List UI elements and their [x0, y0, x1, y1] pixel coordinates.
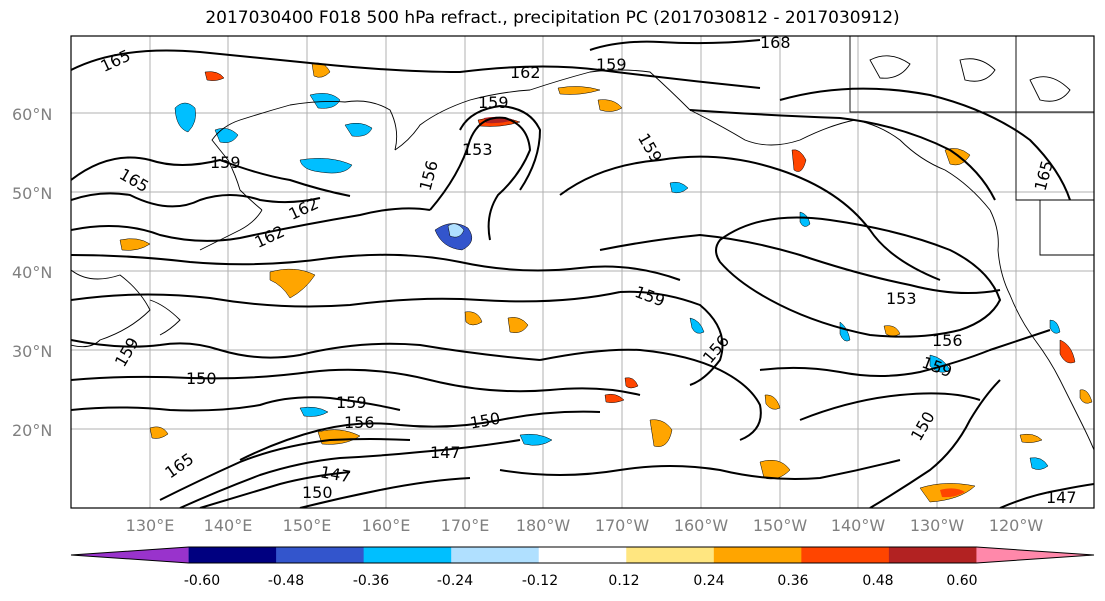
- contour-label: 159: [478, 93, 509, 112]
- lon-label: 170°E: [441, 516, 490, 535]
- lon-label: 120°W: [989, 516, 1044, 535]
- colorbar-tick-label: -0.48: [268, 573, 304, 589]
- lat-label: 50°N: [12, 184, 52, 203]
- contour-label: 150: [302, 483, 333, 502]
- colorbar-segment: [363, 547, 452, 563]
- colorbar-segment: [801, 547, 890, 563]
- contour-label: 147: [1046, 488, 1077, 507]
- colorbar-tick-label: -0.36: [353, 573, 389, 589]
- lon-label: 130°W: [910, 516, 965, 535]
- lat-label: 40°N: [12, 263, 52, 282]
- contour-label: 168: [760, 33, 791, 52]
- colorbar-segment: [538, 547, 627, 563]
- colorbar-outline: [70, 546, 1095, 564]
- lat-label: 30°N: [12, 342, 52, 361]
- colorbar-segment: [713, 547, 802, 563]
- colorbar: [70, 546, 1095, 564]
- lon-label: 150°W: [753, 516, 808, 535]
- contour-label: 159: [596, 55, 627, 74]
- contour-label: 150: [186, 369, 217, 388]
- colorbar-tick-label: -0.12: [522, 573, 558, 589]
- refractivity-contours: [71, 39, 1094, 508]
- contour-label: 153: [886, 289, 917, 308]
- contour-label: 147: [430, 443, 461, 462]
- contour-label: 162: [510, 63, 541, 82]
- lat-label: 20°N: [12, 421, 52, 440]
- contour-label: 159: [336, 393, 367, 412]
- lon-label: 140°W: [831, 516, 886, 535]
- colorbar-segment: [888, 547, 977, 563]
- colorbar-tick-label: 0.60: [946, 573, 977, 589]
- lat-label: 60°N: [12, 105, 52, 124]
- colorbar-arrow-high: [976, 547, 1094, 563]
- coastlines: [71, 36, 1094, 451]
- colorbar-arrow-low: [71, 547, 189, 563]
- colorbar-segment: [276, 547, 365, 563]
- lon-label: 180°W: [516, 516, 571, 535]
- colorbar-tick-label: 0.36: [777, 573, 808, 589]
- colorbar-segment: [451, 547, 540, 563]
- contour-label: 156: [932, 331, 963, 350]
- contour-label: 156: [344, 413, 375, 432]
- colorbar-tick-label: 0.24: [693, 573, 724, 589]
- lon-label: 140°E: [204, 516, 253, 535]
- contour-label: 153: [462, 140, 493, 159]
- colorbar-segment: [188, 547, 277, 563]
- lon-label: 130°E: [126, 516, 175, 535]
- map-title: 2017030400 F018 500 hPa refract., precip…: [205, 8, 900, 28]
- longitude-labels: 130°E 140°E 150°E 160°E 170°E 180°W 170°…: [126, 516, 1044, 535]
- colorbar-segment: [626, 547, 715, 563]
- gridlines: [71, 36, 1094, 508]
- lon-label: 160°E: [362, 516, 411, 535]
- colorbar-tick-label: 0.48: [862, 573, 893, 589]
- map-area: [71, 36, 1094, 508]
- colorbar-tick-label: -0.24: [437, 573, 473, 589]
- latitude-labels: 60°N 50°N 40°N 30°N 20°N: [12, 105, 52, 440]
- colorbar-tick-labels: -0.60 -0.48 -0.36 -0.24 -0.12 0.12 0.24 …: [184, 573, 978, 589]
- colorbar-tick-label: 0.12: [608, 573, 639, 589]
- colorbar-tick-label: -0.60: [184, 573, 220, 589]
- lon-label: 170°W: [595, 516, 650, 535]
- lon-label: 150°E: [283, 516, 332, 535]
- lon-label: 160°W: [674, 516, 729, 535]
- contour-label: 159: [210, 153, 241, 172]
- map-frame: [70, 35, 1095, 509]
